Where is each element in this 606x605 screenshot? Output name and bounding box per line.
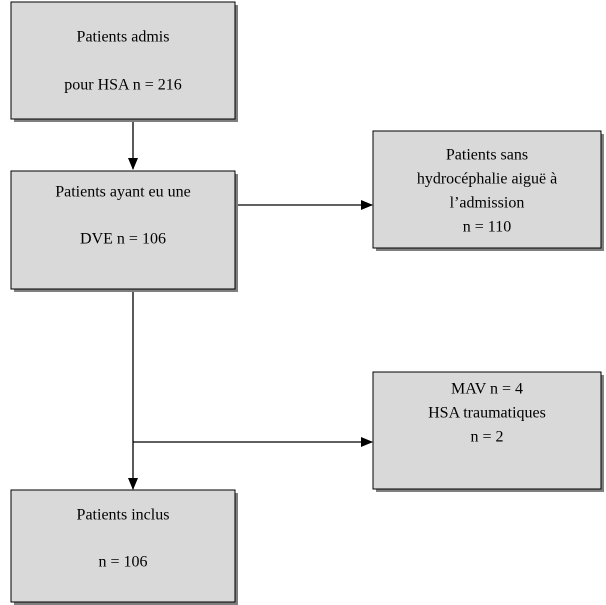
node-label: pour HSA n = 216 xyxy=(64,77,181,94)
box xyxy=(372,371,602,490)
node-label: n = 110 xyxy=(463,219,511,236)
node: Patients ayant eu une DVE n = 106 xyxy=(10,170,238,292)
node-label: Patients ayant eu une xyxy=(55,184,191,201)
node-label: HSA traumatiques xyxy=(428,405,546,422)
node-label: Patients admis xyxy=(77,29,170,46)
box xyxy=(10,489,236,603)
node-label: Patients inclus xyxy=(77,507,170,524)
boxes: Patients admis pour HSA n = 216 Patients s… xyxy=(10,1,604,605)
node: Patients inclus n = 106 xyxy=(10,489,238,605)
node: Patients admis pour HSA n = 216 xyxy=(10,1,238,122)
box xyxy=(10,170,236,290)
box xyxy=(372,130,602,249)
node-label: Patients sans xyxy=(446,147,528,164)
node-label: DVE n = 106 xyxy=(80,231,166,248)
node-label: n = 106 xyxy=(98,554,147,571)
node-label: MAV n = 4 xyxy=(451,381,523,398)
node-label: l’admission xyxy=(450,195,525,212)
box xyxy=(10,1,236,120)
node-label: n = 2 xyxy=(470,429,503,446)
node: Patients sans hydrocéphalie aiguë à l’admi… xyxy=(372,130,604,251)
node-label: hydrocéphalie aiguë à xyxy=(417,171,557,188)
node: MAV n = 4 HSA traumatiques n = 2 xyxy=(372,371,604,492)
